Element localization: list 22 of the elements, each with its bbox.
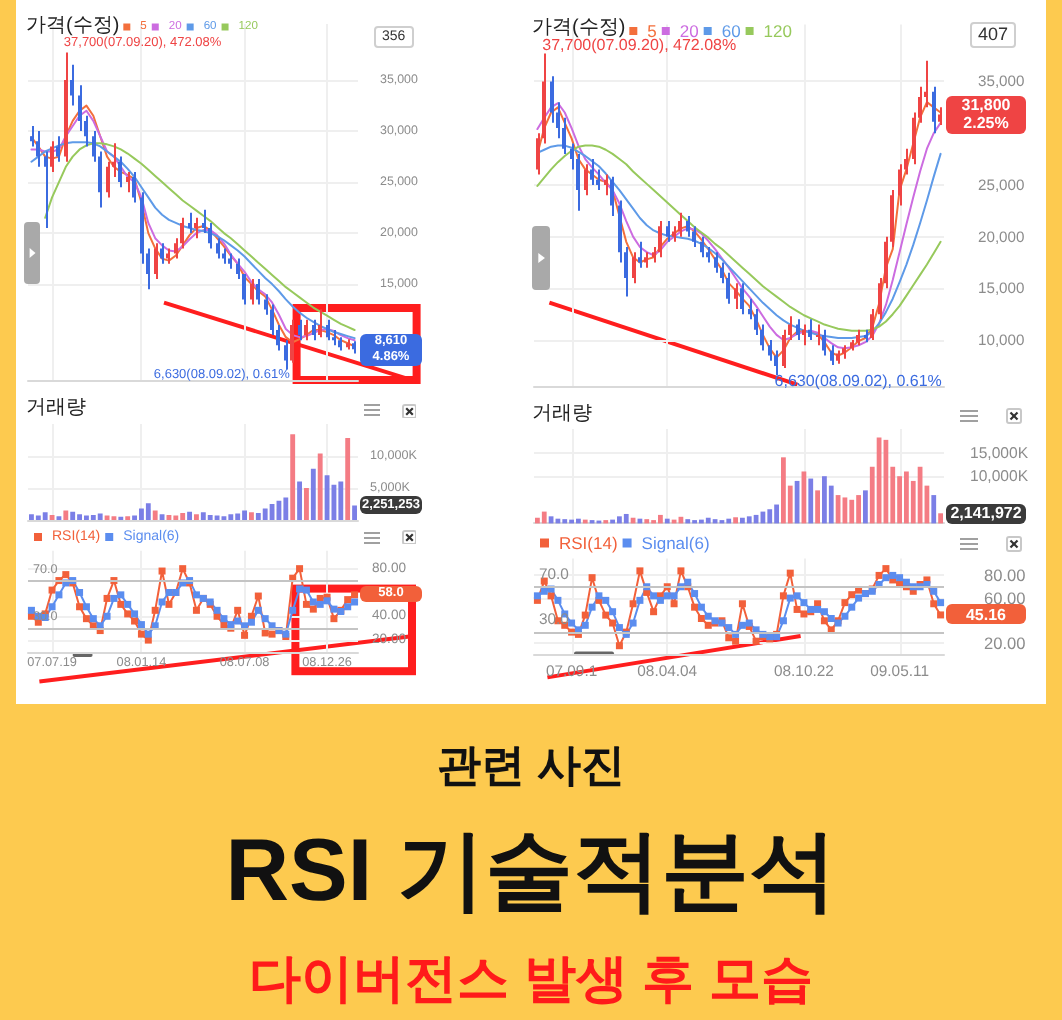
y-tick-label: 80.00: [984, 565, 1027, 586]
annotation: 6,630(08.09.02), 0.61%: [774, 372, 942, 393]
legend-label: 120: [763, 21, 793, 41]
text: 관련 사진: [436, 739, 626, 792]
legend-label: Signal(6): [641, 533, 710, 553]
chart-title: 거래량: [26, 397, 86, 419]
legend-label: 5: [647, 21, 658, 41]
text: RSI 기술적분석: [225, 819, 837, 924]
legend-label: RSI(14): [559, 533, 618, 553]
chart-title: 거래량: [532, 403, 592, 425]
text: 407: [970, 22, 1017, 48]
chart-title: 가격(수정): [26, 15, 120, 37]
y-tick-label: 20.00: [984, 633, 1027, 654]
y-tick-label: 60.00: [984, 588, 1027, 609]
text: 2,141,972: [946, 504, 1026, 523]
annotation: 37,700(07.09.20), 472.08%: [542, 35, 737, 56]
annotation: 31,800 2.25%: [946, 96, 1026, 133]
text: 45.16: [946, 605, 1026, 624]
chart-title: 가격(수정): [532, 17, 626, 39]
legend-label: 60: [721, 21, 742, 41]
text: 다이버전스 발생 후 모습: [249, 948, 813, 1011]
legend-label: 20: [679, 21, 700, 41]
